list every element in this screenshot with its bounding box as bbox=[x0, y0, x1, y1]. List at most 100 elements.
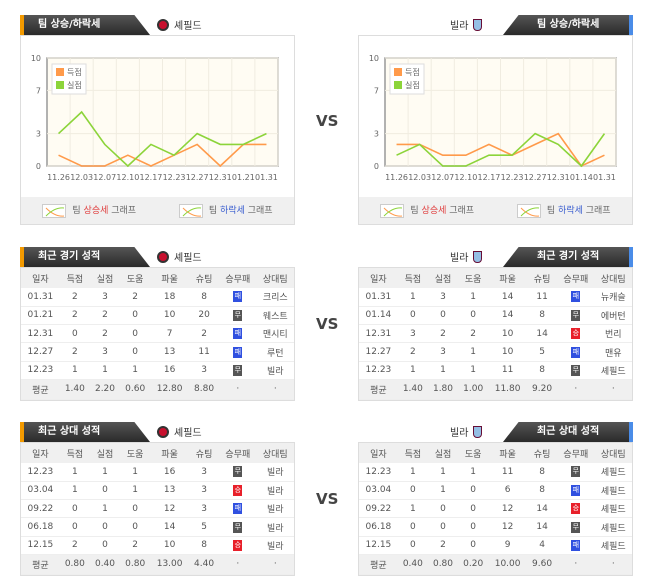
table-cell: 10 bbox=[488, 342, 527, 362]
table-header: 일자 득점 실점 도움 파울 슈팅 승무패 상대팀 bbox=[21, 268, 294, 288]
table-cell: 2 bbox=[59, 306, 90, 326]
fall-legend: 팀 하락세 그래프 bbox=[516, 203, 611, 218]
table-cell: 10 bbox=[488, 324, 527, 344]
table-cell: 1 bbox=[120, 463, 151, 482]
table-cell: 14 bbox=[488, 288, 527, 307]
team-label: 셰필드 bbox=[157, 424, 202, 439]
average-cell: · bbox=[594, 554, 632, 575]
trend-graph-icon bbox=[516, 203, 541, 218]
x-tick-label: 12.07 bbox=[431, 173, 454, 182]
column-header: 일자 bbox=[21, 268, 60, 288]
table-cell: 9 bbox=[488, 536, 527, 555]
average-cell: · bbox=[594, 379, 632, 400]
y-tick-label: 7 bbox=[374, 86, 379, 95]
h2h-table: 일자 득점 실점 도움 파울 슈팅 승무패 상대팀 12.23 1 1 1 16 3 무 빌라 03.04 1 0 1… bbox=[20, 442, 295, 576]
chart-legend-footer: 팀 상승세 그래프 팀 하락세 그래프 bbox=[359, 197, 632, 224]
table-row: 12.27 2 3 0 13 11 패 루턴 bbox=[21, 342, 294, 362]
result-cell: 승 bbox=[557, 324, 595, 344]
table-cell: 빌라 bbox=[256, 463, 294, 482]
column-header: 실점 bbox=[427, 443, 459, 463]
table-cell: 0 bbox=[458, 481, 489, 501]
section-tab: 최근 경기 성적 bbox=[20, 247, 150, 267]
table-cell: 01.14 bbox=[359, 306, 398, 326]
table-cell: 셰필드 bbox=[594, 481, 632, 501]
table-cell: 13 bbox=[150, 481, 189, 501]
table-cell: 맨시티 bbox=[256, 324, 294, 344]
recent-panel-right: 최근 경기 성적 빌라 일자 득점 실점 도움 파울 슈팅 승무패 상대팀 01.31 1 3 1 14… bbox=[358, 247, 633, 401]
line-chart: 11.26 12.03 12.07 12.10 12.17 12.23 12.27 12.31… bbox=[369, 54, 617, 182]
column-header: 상대팀 bbox=[594, 443, 632, 463]
result-cell: 무 bbox=[557, 517, 595, 537]
table-row: 06.18 0 0 0 12 14 무 셰필드 bbox=[359, 517, 632, 537]
table-cell: 12.27 bbox=[21, 342, 60, 362]
sheffield-crest-icon bbox=[157, 250, 169, 263]
table-row: 01.21 2 2 0 10 20 무 웨스트 bbox=[21, 306, 294, 326]
table-cell: 8 bbox=[189, 288, 220, 307]
average-cell: 0.40 bbox=[397, 554, 428, 575]
table-cell: 09.22 bbox=[21, 499, 60, 519]
recent-table: 일자 득점 실점 도움 파울 슈팅 승무패 상대팀 01.31 1 3 1 14 11 패 뉴캐슬 01.14 0… bbox=[358, 267, 633, 401]
average-cell: 평균 bbox=[359, 379, 398, 400]
result-badge: 승 bbox=[571, 503, 581, 515]
result-badge: 승 bbox=[233, 539, 243, 551]
table-cell: 2 bbox=[397, 342, 428, 362]
result-badge: 무 bbox=[233, 521, 243, 533]
table-cell: 2 bbox=[89, 324, 121, 344]
y-tick-label: 3 bbox=[374, 130, 379, 139]
result-cell: 승 bbox=[557, 499, 595, 519]
column-header: 도움 bbox=[458, 443, 489, 463]
table-row: 12.23 1 1 1 11 8 무 셰필드 bbox=[359, 463, 632, 482]
stats-table: 일자 득점 실점 도움 파울 슈팅 승무패 상대팀 12.23 1 1 1 16 3 무 빌라 03.04 1 0 1… bbox=[21, 443, 294, 575]
section-tab: 최근 경기 성적 bbox=[503, 247, 633, 267]
x-tick-label: 12.17 bbox=[139, 173, 162, 182]
table-row: 01.31 2 3 2 18 8 패 크리스 bbox=[21, 288, 294, 307]
table-cell: 3 bbox=[427, 288, 459, 307]
column-header: 상대팀 bbox=[594, 268, 632, 288]
column-header: 실점 bbox=[427, 268, 459, 288]
table-cell: 3 bbox=[397, 324, 428, 344]
table-cell: 1 bbox=[59, 463, 90, 482]
result-cell: 패 bbox=[557, 536, 595, 555]
average-row: 평균 1.40 1.80 1.00 11.80 9.20 · · bbox=[359, 379, 632, 400]
table-cell: 6 bbox=[488, 481, 527, 501]
series-line-conceded bbox=[58, 110, 267, 168]
team-label: 빌라 bbox=[450, 17, 483, 32]
column-header: 실점 bbox=[89, 443, 121, 463]
average-cell: 8.80 bbox=[189, 379, 220, 400]
table-cell: 8 bbox=[189, 536, 220, 555]
x-tick-label: 12.31 bbox=[209, 173, 232, 182]
section-tab: 팀 상승/하락세 bbox=[503, 15, 633, 35]
x-tick-label: 12.03 bbox=[70, 173, 93, 182]
table-cell: 14 bbox=[527, 517, 558, 537]
table-header: 일자 득점 실점 도움 파울 슈팅 승무패 상대팀 bbox=[359, 443, 632, 463]
table-cell: 12 bbox=[488, 499, 527, 519]
average-cell: 11.80 bbox=[488, 379, 527, 400]
table-cell: 8 bbox=[527, 463, 558, 482]
table-cell: 2 bbox=[189, 324, 220, 344]
table-cell: 14 bbox=[527, 499, 558, 519]
team-label: 빌라 bbox=[450, 249, 483, 264]
result-badge: 승 bbox=[571, 328, 581, 340]
average-row: 평균 1.40 2.20 0.60 12.80 8.80 · · bbox=[21, 379, 294, 400]
average-cell: 4.40 bbox=[189, 554, 220, 575]
vs-label: VS bbox=[316, 490, 339, 508]
table-cell: 12.23 bbox=[359, 361, 398, 380]
trend-graph-icon bbox=[380, 203, 405, 218]
table-row: 09.22 1 0 0 12 14 승 셰필드 bbox=[359, 499, 632, 519]
trend-panel-right: 팀 상승/하락세 빌라 11.26 12.03 12.07 12.10 12.17 12.… bbox=[358, 15, 633, 225]
average-cell: 9.20 bbox=[527, 379, 558, 400]
table-cell: 06.18 bbox=[21, 517, 60, 537]
table-cell: 1 bbox=[89, 361, 121, 380]
column-header: 승무패 bbox=[557, 443, 595, 463]
table-cell: 14 bbox=[150, 517, 189, 537]
column-header: 득점 bbox=[397, 268, 428, 288]
line-chart: 11.26 12.03 12.07 12.10 12.17 12.23 12.27 12.31… bbox=[31, 54, 279, 182]
result-badge: 무 bbox=[571, 364, 581, 376]
section-tab: 팀 상승/하락세 bbox=[20, 15, 150, 35]
column-header: 상대팀 bbox=[256, 268, 294, 288]
table-cell: 2 bbox=[427, 536, 459, 555]
table-cell: 2 bbox=[59, 288, 90, 307]
table-cell: 0 bbox=[120, 517, 151, 537]
average-cell: · bbox=[219, 379, 257, 400]
table-cell: 12.23 bbox=[21, 463, 60, 482]
